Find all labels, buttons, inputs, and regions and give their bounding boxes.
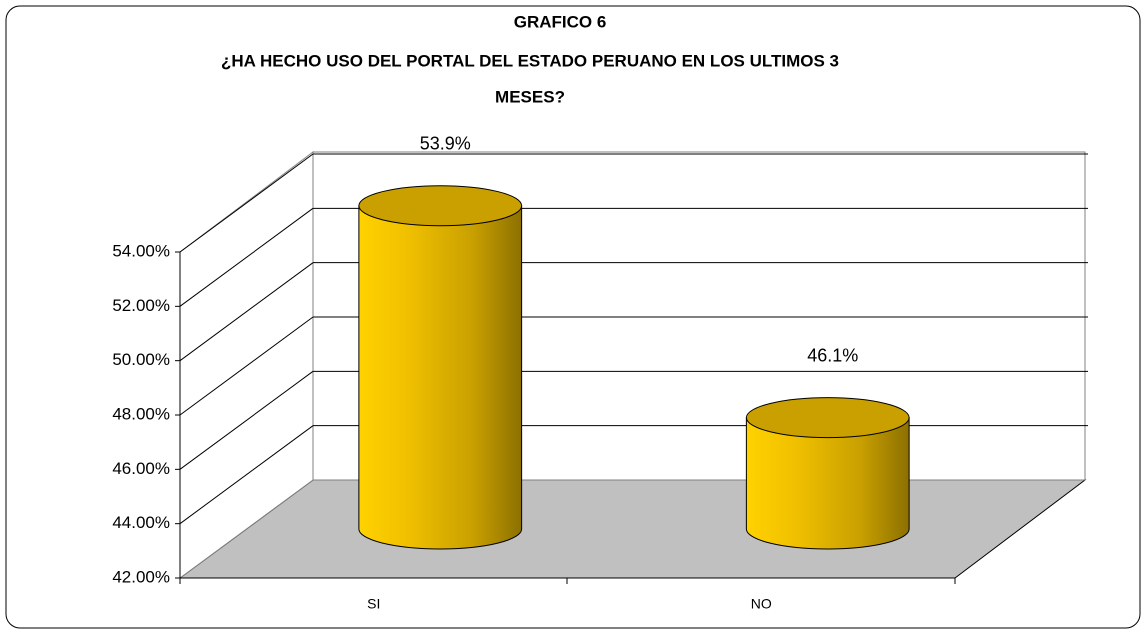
chart-title: MESES? [495,87,565,106]
chart-title: ¿HA HECHO USO DEL PORTAL DEL ESTADO PERU… [221,51,839,70]
data-label: 46.1% [807,345,858,365]
y-tick-label: 46.00% [112,459,170,478]
y-tick-label: 42.00% [112,567,170,586]
chart-title: GRAFICO 6 [514,12,607,31]
grid-line [179,370,314,470]
bar [745,397,910,550]
floor [178,479,1087,579]
grid-line [179,425,314,525]
bar-body [745,417,910,550]
y-tick-label: 48.00% [112,404,170,423]
data-label: 53.9% [420,133,471,153]
bar-body [358,205,523,550]
y-tick-label: 54.00% [112,241,170,260]
x-tick-label: SI [367,596,380,612]
y-tick-label: 44.00% [112,513,170,532]
grid-line [179,153,314,253]
bar-top [358,185,523,227]
bar [358,185,523,550]
grid-line [179,316,314,416]
y-tick-label: 50.00% [112,350,170,369]
x-tick-label: NO [751,596,772,612]
y-tick-label: 52.00% [112,296,170,315]
bar-top [745,397,910,439]
grid-line [179,207,314,307]
grid-line [179,262,314,362]
